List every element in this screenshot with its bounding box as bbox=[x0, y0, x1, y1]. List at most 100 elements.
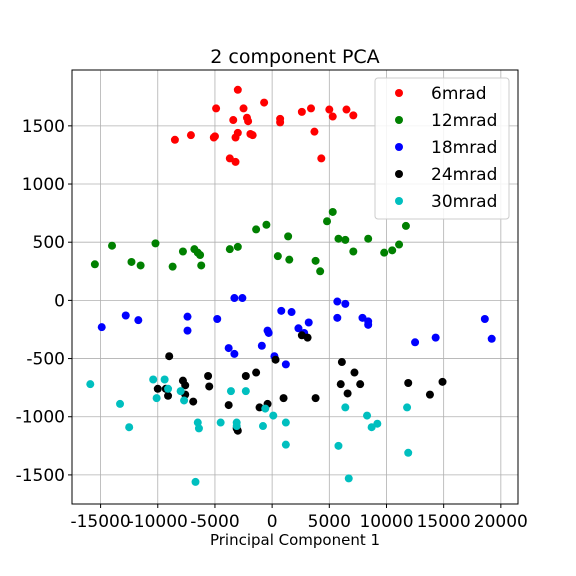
data-point-6mrad bbox=[248, 131, 257, 140]
data-point-24mrad bbox=[303, 333, 312, 342]
data-point-6mrad bbox=[244, 117, 253, 126]
data-point-18mrad bbox=[183, 326, 192, 335]
plot-frame bbox=[71, 69, 519, 505]
data-point-12mrad bbox=[349, 247, 358, 256]
legend-label-12mrad: 12mrad bbox=[431, 111, 497, 131]
data-point-18mrad bbox=[277, 306, 286, 315]
data-point-30mrad bbox=[373, 419, 382, 428]
y-tick-label: 500 bbox=[33, 233, 65, 253]
data-point-6mrad bbox=[209, 133, 218, 142]
data-point-12mrad bbox=[273, 252, 282, 261]
data-point-12mrad bbox=[395, 240, 404, 249]
data-point-18mrad bbox=[358, 313, 367, 322]
data-point-12mrad bbox=[388, 246, 397, 255]
data-point-24mrad bbox=[356, 380, 365, 389]
x-axis-label: Principal Component 1 bbox=[210, 531, 380, 549]
data-point-24mrad bbox=[438, 377, 447, 386]
data-point-12mrad bbox=[284, 232, 293, 241]
data-point-30mrad bbox=[261, 404, 270, 413]
x-tick-label: 0 bbox=[267, 512, 278, 532]
data-point-24mrad bbox=[181, 381, 190, 390]
data-point-18mrad bbox=[264, 328, 273, 337]
x-tick-label: -5000 bbox=[190, 512, 239, 532]
data-point-30mrad bbox=[191, 477, 200, 486]
data-point-6mrad bbox=[186, 131, 195, 140]
data-point-18mrad bbox=[183, 312, 192, 321]
x-tick-label: 20000 bbox=[474, 512, 528, 532]
data-point-6mrad bbox=[225, 154, 234, 163]
data-point-18mrad bbox=[230, 294, 239, 303]
data-point-12mrad bbox=[90, 260, 99, 269]
data-point-30mrad bbox=[216, 418, 225, 427]
data-point-6mrad bbox=[349, 111, 358, 120]
data-point-30mrad bbox=[258, 422, 267, 431]
data-point-24mrad bbox=[252, 368, 261, 377]
data-point-6mrad bbox=[317, 154, 326, 163]
data-point-24mrad bbox=[279, 394, 288, 403]
x-tick-label: -15000 bbox=[70, 512, 130, 532]
data-point-6mrad bbox=[342, 105, 351, 114]
legend-marker-6mrad bbox=[395, 89, 403, 97]
data-point-24mrad bbox=[311, 394, 320, 403]
data-point-18mrad bbox=[281, 360, 290, 369]
data-point-24mrad bbox=[153, 384, 162, 393]
data-point-18mrad bbox=[287, 308, 296, 317]
data-point-30mrad bbox=[176, 387, 185, 396]
y-tick-label: -1000 bbox=[16, 408, 65, 428]
data-point-6mrad bbox=[310, 127, 319, 136]
data-point-6mrad bbox=[260, 98, 269, 107]
data-point-12mrad bbox=[233, 242, 242, 251]
data-point-6mrad bbox=[170, 135, 179, 144]
y-tick-label: -1500 bbox=[16, 466, 65, 486]
data-point-12mrad bbox=[252, 225, 261, 234]
chart-title: 2 component PCA bbox=[210, 46, 379, 68]
data-point-6mrad bbox=[297, 107, 306, 116]
x-tick-label: 10000 bbox=[359, 512, 413, 532]
data-point-12mrad bbox=[380, 248, 389, 257]
data-point-18mrad bbox=[411, 338, 420, 347]
y-tick-label: 0 bbox=[54, 291, 65, 311]
data-point-30mrad bbox=[116, 399, 125, 408]
data-point-30mrad bbox=[281, 440, 290, 449]
ticks-layer: -15000-10000 -5000 0 5000 10000 15000 20000-15… bbox=[16, 117, 528, 532]
y-tick-label: -500 bbox=[26, 350, 65, 370]
data-point-24mrad bbox=[343, 389, 352, 398]
data-point-18mrad bbox=[487, 334, 496, 343]
data-point-12mrad bbox=[127, 257, 136, 266]
data-point-6mrad bbox=[239, 104, 248, 113]
data-point-24mrad bbox=[164, 391, 173, 400]
data-point-30mrad bbox=[281, 418, 290, 427]
data-point-30mrad bbox=[194, 424, 203, 433]
x-tick-label: -10000 bbox=[128, 512, 188, 532]
data-point-30mrad bbox=[160, 375, 169, 384]
data-point-18mrad bbox=[257, 341, 266, 350]
legend-label-30mrad: 30mrad bbox=[431, 192, 497, 212]
data-point-6mrad bbox=[328, 112, 337, 121]
data-point-24mrad bbox=[336, 380, 345, 389]
data-point-24mrad bbox=[205, 382, 214, 391]
data-point-18mrad bbox=[364, 320, 373, 329]
data-point-30mrad bbox=[363, 411, 372, 420]
legend-marker-18mrad bbox=[395, 143, 403, 151]
data-point-24mrad bbox=[165, 352, 174, 361]
legend: 6mrad 12mrad 18mrad 24mrad 30mrad bbox=[374, 77, 510, 220]
data-point-18mrad bbox=[213, 314, 222, 323]
data-point-18mrad bbox=[238, 294, 247, 303]
data-point-12mrad bbox=[311, 256, 320, 265]
data-point-30mrad bbox=[404, 448, 413, 457]
data-point-12mrad bbox=[316, 267, 325, 276]
data-point-30mrad bbox=[334, 441, 343, 450]
x-tick-label: 5000 bbox=[308, 512, 351, 532]
legend-label-18mrad: 18mrad bbox=[431, 138, 497, 158]
data-point-6mrad bbox=[276, 118, 285, 127]
data-point-30mrad bbox=[403, 403, 412, 412]
data-point-30mrad bbox=[367, 423, 376, 432]
data-point-12mrad bbox=[168, 262, 177, 271]
x-tick-label: 15000 bbox=[417, 512, 471, 532]
data-point-18mrad bbox=[121, 311, 130, 320]
data-point-12mrad bbox=[401, 221, 410, 230]
data-point-18mrad bbox=[480, 314, 489, 323]
data-point-24mrad bbox=[271, 355, 280, 364]
data-point-6mrad bbox=[325, 105, 334, 114]
